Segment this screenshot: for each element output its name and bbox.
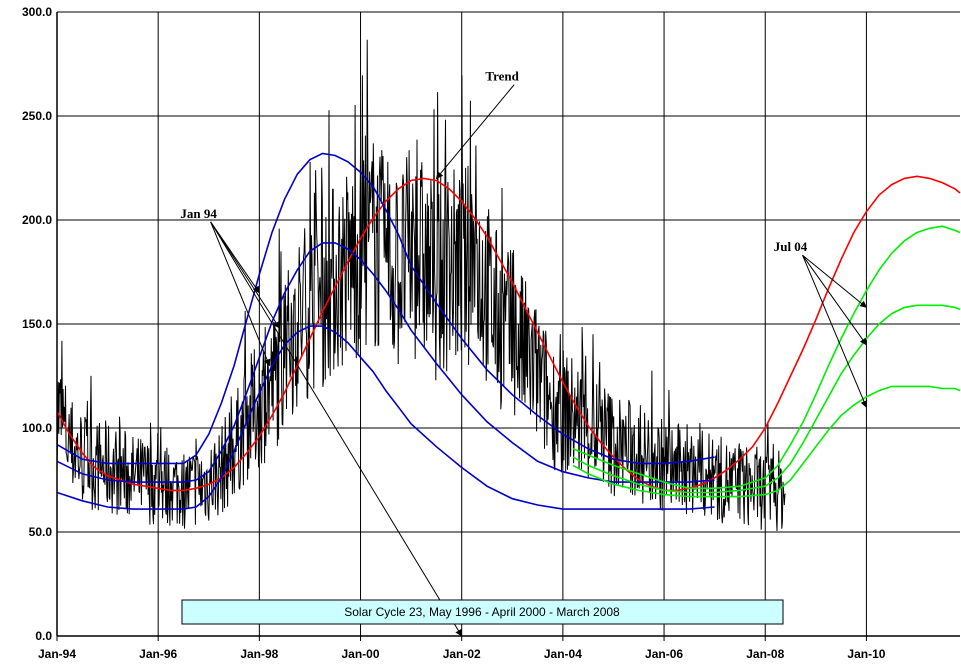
y-tick-label: 300.0 (22, 5, 52, 19)
y-tick-label: 250.0 (22, 109, 52, 123)
x-tick-label: Jan-00 (342, 647, 380, 661)
series-line-0 (56, 39, 786, 532)
y-tick-label: 0.0 (35, 629, 52, 643)
x-tick-label: Jan-02 (443, 647, 481, 661)
x-tick-label: Jan-10 (847, 647, 885, 661)
y-tick-label: 100.0 (22, 421, 52, 435)
y-tick-label: 150.0 (22, 317, 52, 331)
caption-box: Solar Cycle 23, May 1996 - April 2000 - … (181, 599, 784, 625)
annotation-label: Jul 04 (774, 239, 808, 254)
x-tick-label: Jan-96 (139, 647, 177, 661)
caption-text: Solar Cycle 23, May 1996 - April 2000 - … (344, 605, 620, 619)
x-tick-label: Jan-98 (240, 647, 278, 661)
y-tick-label: 200.0 (22, 213, 52, 227)
series-line-6 (572, 304, 961, 494)
y-tick-label: 50.0 (29, 525, 53, 539)
x-tick-label: Jan-06 (645, 647, 683, 661)
annotation-label: Trend (485, 69, 519, 84)
series-layer (56, 39, 961, 532)
annotation-label: Jan 94 (180, 206, 217, 221)
annotation-arrow (210, 221, 281, 329)
x-tick-label: Jan-08 (746, 647, 784, 661)
annotations: Trend Jan 94 Jul 04 (180, 69, 868, 637)
series-line-3 (56, 242, 715, 483)
series-line-4 (56, 325, 715, 510)
annotation-arrow (435, 84, 515, 179)
series-line-2 (56, 152, 715, 465)
annotation-arrow (210, 221, 271, 367)
series-line-7 (572, 385, 961, 498)
series-line-5 (572, 225, 961, 490)
x-tick-label: Jan-04 (544, 647, 582, 661)
grid-lines (56, 11, 960, 637)
annotation-arrow (802, 254, 867, 308)
axes: 0.0 50.0 100.0 150.0 200.0 250.0 300.0 Jan-94 Ja… (22, 5, 960, 661)
annotation-arrow (802, 255, 868, 408)
annotation-arrow (210, 221, 463, 637)
series-line-1 (56, 175, 961, 492)
annotation-arrow (802, 254, 867, 346)
x-tick-label: Jan-94 (38, 647, 76, 661)
